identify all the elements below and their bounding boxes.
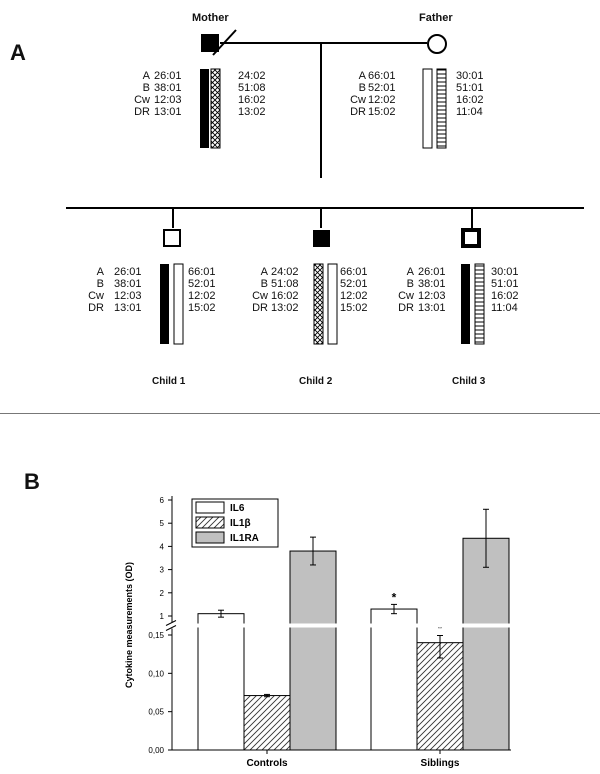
- legend-swatch: [195, 516, 225, 529]
- mother-bar-1: [200, 69, 209, 148]
- child-2-haplotype-1: 24:02 51:08 16:02 13:02: [271, 266, 299, 314]
- y-tick-label: 5: [160, 519, 165, 528]
- y-axis-label: Cytokine measurements (OD): [124, 562, 134, 688]
- significance-marker: *: [438, 621, 443, 635]
- legend-label: IL1β: [230, 518, 251, 529]
- child-1-label: Child 1: [152, 376, 186, 387]
- y-tick-label: 0,15: [148, 631, 164, 640]
- y-tick-label: 3: [160, 566, 165, 575]
- child-3-bar-2: [474, 263, 485, 345]
- mother-symbol: [201, 34, 219, 52]
- x-category-label: Controls: [246, 758, 288, 769]
- father-bar-2: [436, 68, 447, 149]
- father-haplotype-2: 30:01 51:01 16:02 11:04: [456, 70, 484, 118]
- y-tick-label: 6: [160, 496, 165, 505]
- child-3-haplotype-2: 30:01 51:01 16:02 11:04: [491, 266, 519, 314]
- child-3-label: Child 3: [452, 376, 486, 387]
- y-tick-label: 1: [160, 612, 165, 621]
- axis-break-mark: [165, 625, 177, 631]
- y-tick-label: 0,05: [148, 708, 164, 717]
- child-2-haplotype-2: 66:01 52:01 12:02 15:02: [340, 266, 368, 314]
- child-2-loci: A B Cw DR: [252, 266, 268, 314]
- father-bar-1: [422, 68, 433, 149]
- bar-il6-siblings: [370, 608, 418, 751]
- axis-break-band: [171, 623, 510, 628]
- mother-loci: A B Cw DR: [134, 70, 150, 118]
- father-haplotype-1: 66:01 52:01 12:02 15:02: [368, 70, 396, 118]
- child-2-bar-2: [327, 263, 338, 345]
- legend-swatch: [195, 501, 225, 514]
- panel-divider: [0, 413, 600, 414]
- x-category-label: Siblings: [421, 758, 460, 769]
- child-2-symbol: [313, 230, 330, 247]
- axis-break-gap: [166, 622, 178, 629]
- y-tick-label: 4: [160, 542, 165, 551]
- bar-il1ra-controls: [289, 550, 337, 751]
- y-tick-label: 0,00: [148, 746, 164, 755]
- significance-marker: *: [392, 590, 397, 604]
- bar-il1-controls: [243, 695, 291, 751]
- bar-il1-siblings: [416, 642, 464, 751]
- mother-haplotype-2: 24:02 51:08 16:02 13:02: [238, 70, 266, 118]
- panel-b-label: B: [24, 469, 40, 494]
- haplotype-bars: [160, 68, 485, 345]
- mother-bar-2: [210, 68, 221, 149]
- child-3-symbol: [461, 228, 481, 248]
- pedigree-lines: [66, 29, 584, 248]
- child-1-haplotype-1: 26:01 38:01 12:03 13:01: [114, 266, 142, 314]
- child-1-symbol: [163, 229, 181, 247]
- axis-break-mark: [165, 620, 177, 626]
- mother-haplotype-1: 26:01 38:01 12:03 13:01: [154, 70, 182, 118]
- bar-il6-controls: [197, 613, 245, 751]
- child-1-bar-1: [160, 264, 169, 344]
- bar-il1ra-siblings: [462, 537, 510, 751]
- father-label: Father: [419, 12, 453, 24]
- mother-label: Mother: [192, 12, 229, 24]
- child-1-haplotype-2: 66:01 52:01 12:02 15:02: [188, 266, 216, 314]
- y-tick-label: 2: [160, 589, 165, 598]
- cytokine-chart: 0,00 0,05 0,10 0,15 1 2 3 4 5 6 Controls * * Siblings…: [124, 496, 511, 769]
- panel-a-label: A: [10, 40, 26, 65]
- legend-label: IL6: [230, 503, 245, 514]
- legend-label: IL1RA: [230, 533, 259, 544]
- child-3-bar-1: [461, 264, 470, 344]
- child-2-label: Child 2: [299, 376, 333, 387]
- child-1-loci: A B Cw DR: [88, 266, 104, 314]
- y-tick-label: 0,10: [148, 669, 164, 678]
- father-symbol: [427, 34, 447, 54]
- legend-swatch: [195, 531, 225, 544]
- child-3-loci: A B Cw DR: [398, 266, 414, 314]
- child-2-bar-1: [313, 263, 324, 345]
- father-loci: A B Cw DR: [350, 70, 366, 118]
- child-1-bar-2: [173, 263, 184, 345]
- child-3-haplotype-1: 26:01 38:01 12:03 13:01: [418, 266, 446, 314]
